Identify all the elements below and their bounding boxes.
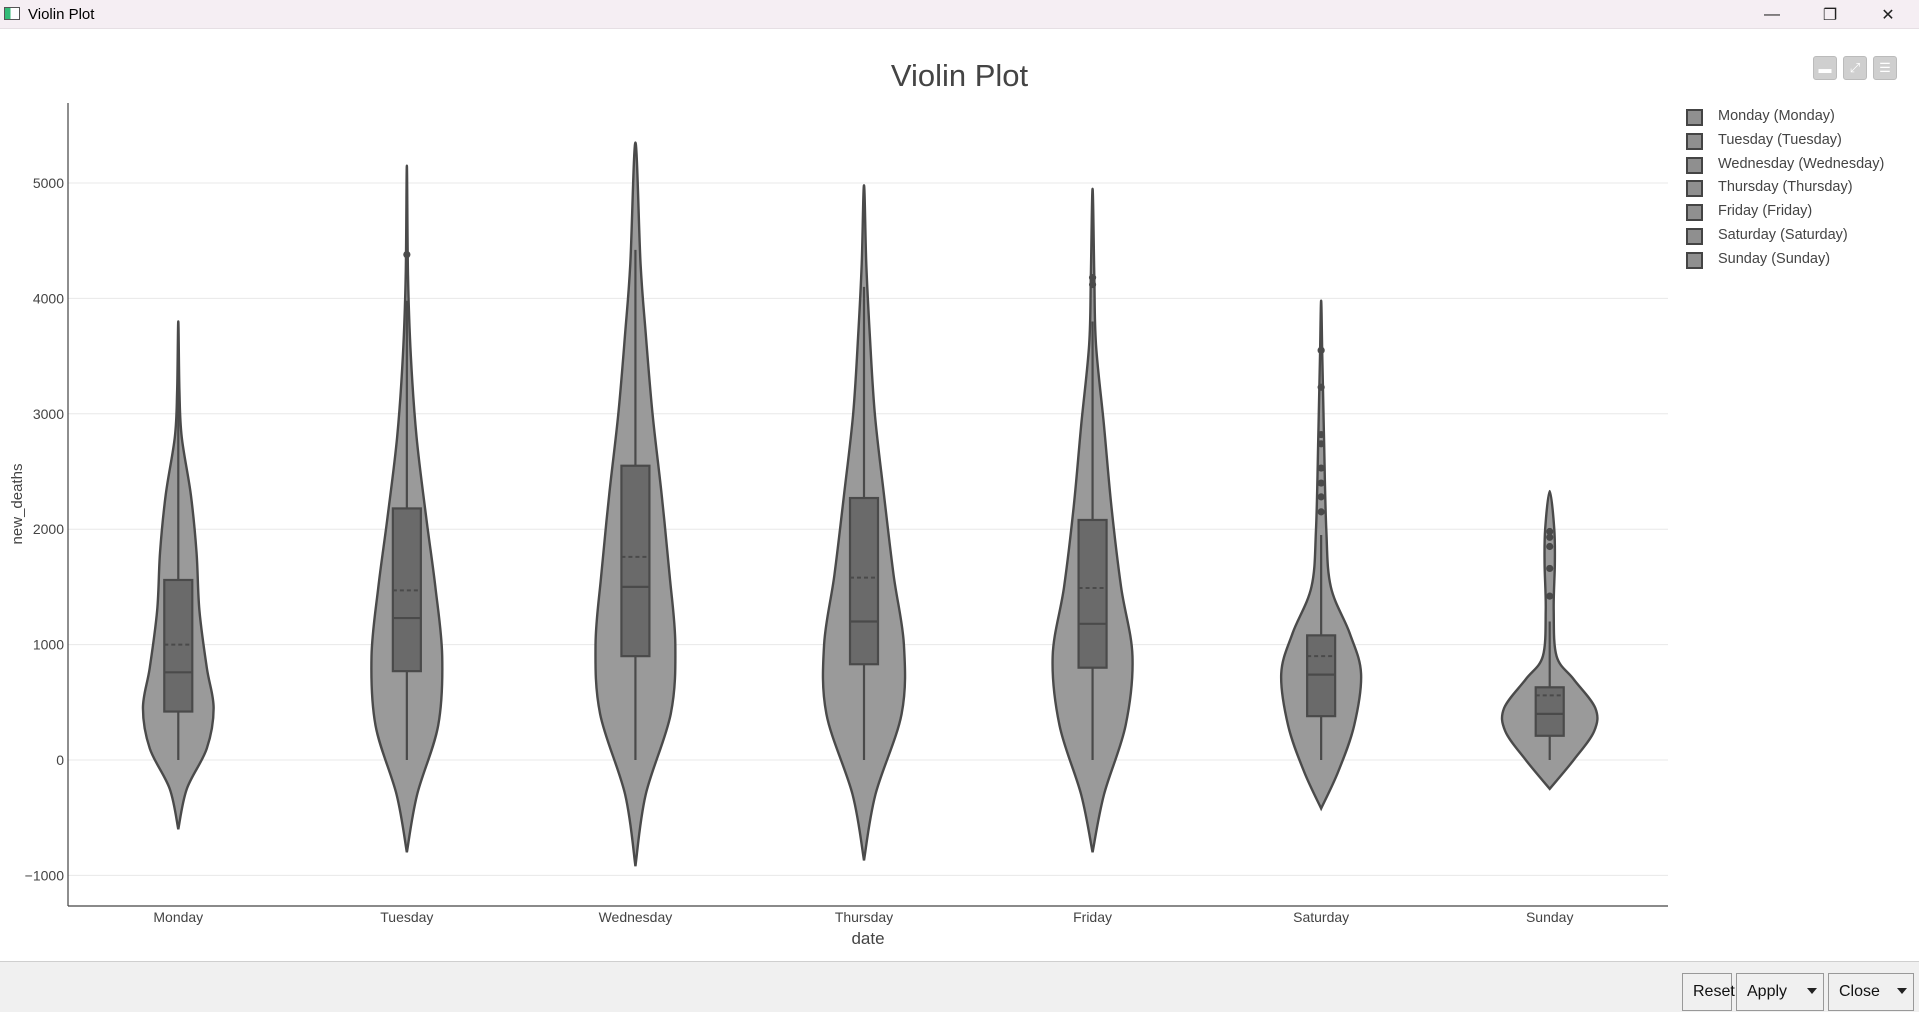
x-tick-label: Wednesday	[599, 909, 673, 925]
collapse-icon[interactable]: ▬	[1813, 56, 1837, 80]
x-tick-label: Sunday	[1526, 909, 1573, 925]
y-tick-label: 3000	[33, 406, 64, 422]
legend-label: Tuesday (Tuesday)	[1718, 131, 1842, 148]
outlier-point	[1546, 564, 1554, 573]
reset-button-label: Reset	[1693, 983, 1735, 1000]
close-button-label: Close	[1839, 983, 1880, 1000]
box	[163, 578, 194, 713]
x-tick-label: Tuesday	[380, 909, 433, 925]
box	[1077, 518, 1108, 669]
restore-icon[interactable]: ❐	[1822, 6, 1838, 24]
window-titlebar: Violin Plot — ❐ ✕	[0, 0, 1919, 29]
x-tick-label: Monday	[153, 909, 203, 925]
minimize-icon[interactable]: —	[1764, 5, 1780, 23]
outlier-point	[1317, 383, 1325, 391]
legend-label: Thursday (Thursday)	[1718, 179, 1853, 196]
x-tick-label: Friday	[1073, 909, 1112, 925]
outlier-point	[1088, 280, 1097, 289]
x-tick-label: Thursday	[835, 909, 893, 925]
y-tick-label: 5000	[33, 175, 64, 191]
legend-swatch	[1686, 204, 1703, 222]
legend-label: Monday (Monday)	[1718, 108, 1835, 124]
reset-button[interactable]: Reset	[1682, 973, 1735, 1011]
apply-button-label: Apply	[1747, 983, 1788, 1000]
legend-swatch	[1686, 180, 1703, 198]
violin-chart: −1000 0 1000 2000 3000 4000 5000 new_deathsdate…	[9, 103, 1668, 948]
outlier-point	[403, 250, 411, 259]
y-tick-label: 2000	[33, 521, 64, 537]
box	[620, 464, 651, 658]
chart-area: Violin Plot ▬ ⤢ ☰ −1000 0 1000 2000 3000 4000…	[0, 29, 1919, 961]
outlier-point	[1317, 440, 1325, 448]
legend-swatch	[1686, 132, 1703, 150]
apply-button[interactable]: Apply	[1736, 973, 1824, 1011]
outlier-point	[1546, 592, 1554, 600]
window-title: Violin Plot	[28, 6, 95, 23]
outlier-point	[1317, 493, 1325, 501]
legend-label: Wednesday (Wednesday)	[1718, 155, 1885, 172]
menu-icon[interactable]: ☰	[1873, 56, 1897, 80]
y-tick-label: −1000	[25, 867, 65, 883]
y-axis-label: new_deaths	[9, 464, 26, 545]
legend-label: Sunday (Sunday)	[1718, 250, 1831, 267]
close-button[interactable]: Close	[1828, 973, 1914, 1011]
outlier-point	[1546, 533, 1554, 541]
chart-title: Violin Plot	[890, 58, 1029, 93]
close-icon[interactable]: ✕	[1881, 6, 1895, 24]
chevron-down-icon[interactable]	[1897, 988, 1907, 994]
x-axis-label: date	[851, 929, 884, 948]
outlier-point	[1317, 464, 1325, 472]
outlier-point	[1317, 346, 1325, 354]
legend-swatch	[1686, 227, 1703, 245]
outlier-point	[1546, 527, 1554, 536]
y-tick-label: 1000	[33, 637, 64, 653]
box	[1306, 634, 1337, 718]
y-tick-label: 0	[56, 752, 64, 768]
box	[848, 496, 880, 666]
legend-label: Friday (Friday)	[1718, 203, 1813, 220]
outlier-point	[1317, 508, 1325, 516]
outlier-point	[1088, 274, 1097, 282]
legend-label: Saturday (Saturday)	[1718, 226, 1848, 243]
legend-swatch	[1686, 156, 1703, 174]
bottom-button-bar: Reset Apply Close	[0, 961, 1919, 1012]
outlier-point	[1317, 479, 1325, 487]
app-chart-icon	[4, 7, 20, 20]
legend-swatch	[1686, 251, 1703, 269]
outlier-point	[1546, 542, 1554, 551]
y-tick-label: 4000	[33, 290, 64, 306]
fullscreen-icon[interactable]: ⤢	[1843, 56, 1867, 80]
outlier-point	[1317, 430, 1325, 439]
x-tick-label: Saturday	[1293, 909, 1349, 925]
legend-swatch	[1686, 109, 1703, 126]
chevron-down-icon[interactable]	[1807, 988, 1817, 994]
